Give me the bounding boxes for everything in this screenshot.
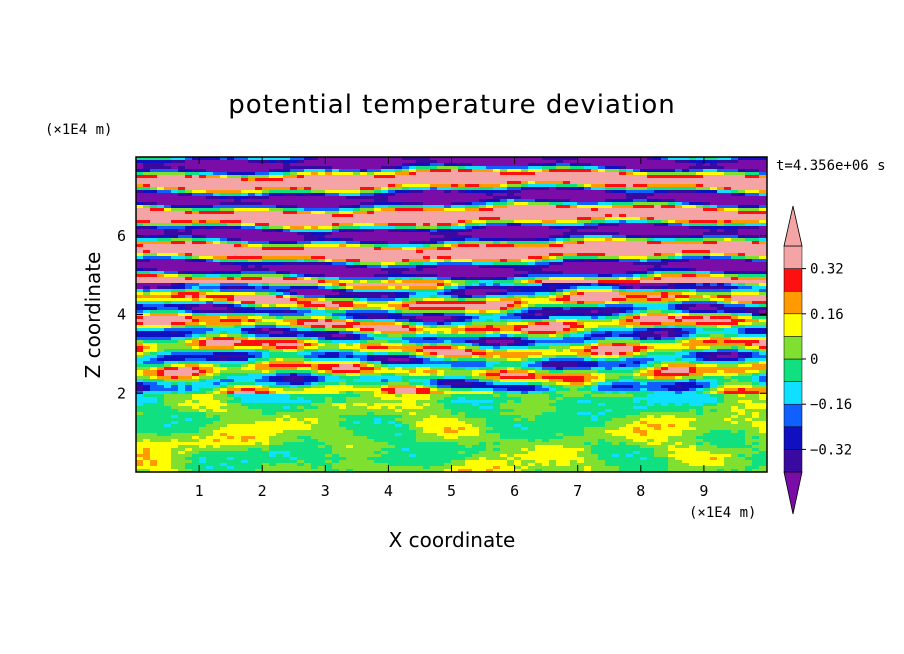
colorbar-tick-label: 0 — [810, 352, 818, 368]
colorbar-tick-label: 0.16 — [810, 307, 844, 323]
x-tick-label: 7 — [573, 482, 582, 500]
colorbar-tick-label: 0.32 — [810, 262, 844, 278]
colorbar-tick-label: −0.16 — [810, 397, 852, 413]
colorbar-extend-bottom — [783, 471, 803, 515]
x-tick-label: 2 — [258, 482, 267, 500]
x-tick-label: 9 — [699, 482, 708, 500]
y-tick-label: 2 — [117, 384, 126, 402]
colorbar-band — [783, 358, 803, 382]
x-axis: 1 2 3 4 5 6 7 8 9 — [195, 157, 708, 500]
x-tick-label: 3 — [321, 482, 330, 500]
x-unit-label: (×1E4 m) — [689, 505, 756, 521]
x-tick-label: 4 — [384, 482, 393, 500]
colorbar-tick-label: −0.32 — [810, 442, 852, 458]
x-tick-label: 1 — [195, 482, 204, 500]
chart-title: potential temperature deviation — [228, 90, 675, 120]
colorbar-band — [783, 381, 803, 405]
colorbar-band — [783, 403, 803, 428]
y-tick-label: 4 — [117, 306, 126, 324]
colorbar-band — [783, 268, 803, 292]
colorbar-extend-top — [783, 205, 803, 247]
y-axis: 2 4 6 — [117, 227, 767, 402]
colorbar-band — [783, 290, 803, 315]
y-tick-label: 6 — [117, 227, 126, 245]
colorbar-band — [783, 426, 803, 450]
contour-field — [136, 157, 767, 472]
colorbar-band — [783, 336, 803, 360]
colorbar-band — [783, 245, 803, 269]
colorbar-band — [783, 313, 803, 337]
x-axis-label: X coordinate — [389, 528, 516, 552]
x-tick-label: 5 — [447, 482, 456, 500]
colorbar-band — [783, 449, 803, 473]
y-axis-label: Z coordinate — [81, 252, 105, 379]
time-label: t=4.356e+06 s — [776, 158, 886, 174]
z-unit-label: (×1E4 m) — [45, 122, 112, 138]
colorbar: 0.32 0.16 0 −0.16 −0.32 — [783, 205, 852, 515]
x-tick-label: 8 — [636, 482, 645, 500]
x-tick-label: 6 — [510, 482, 519, 500]
